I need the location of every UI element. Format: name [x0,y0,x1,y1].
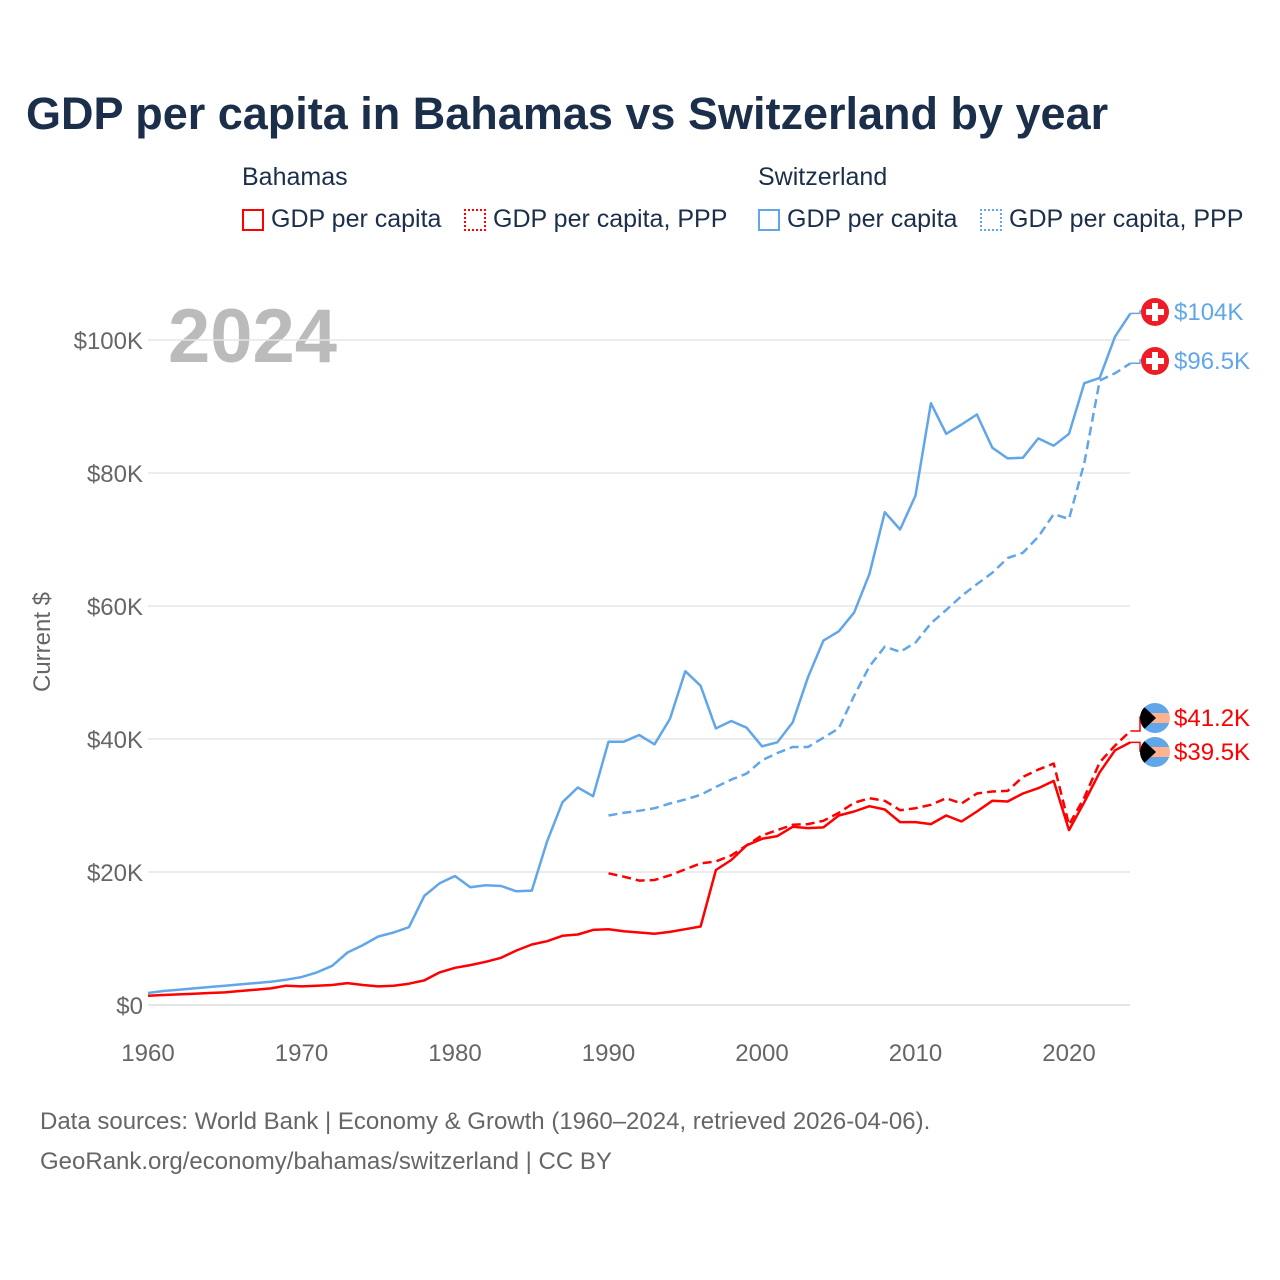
chart-title: GDP per capita in Bahamas vs Switzerland… [26,88,1109,139]
x-tick-label: 1960 [121,1040,174,1067]
legend-label: GDP per capita, PPP [1009,205,1244,233]
x-tick-label: 1970 [275,1040,328,1067]
y-tick-label: $80K [87,461,143,488]
footer-sources: Data sources: World Bank | Economy & Gro… [40,1108,931,1135]
legend-swatch-solid [758,208,780,231]
y-tick-label: $100K [74,328,143,355]
footer-attribution[interactable]: GeoRank.org/economy/bahamas/switzerland … [40,1148,612,1175]
legend-swatch-solid [242,208,264,231]
x-tick-label: 1980 [428,1040,481,1067]
y-tick-label: $60K [87,594,143,621]
flag-triangle [1140,703,1156,733]
series-line-bahamas-gdp [147,741,1131,997]
end-value-label: $41.2K [1174,705,1250,732]
legend-item-bahamas-ppp[interactable]: GDP per capita, PPP [464,205,727,234]
legend-swatch-dotted [464,208,486,231]
series-line-bahamas-ppp [608,730,1132,882]
legend-item-switzerland-ppp[interactable]: GDP per capita, PPP [980,205,1243,234]
y-tick-label: $20K [87,860,143,887]
bahamas-flag-icon [1140,737,1170,767]
flag-triangle [1140,737,1156,767]
legend-group-switzerland: Switzerland [758,163,888,191]
legend-label: GDP per capita [787,205,958,233]
end-value-label: $39.5K [1174,739,1250,766]
series-line-switzerland-gdp [147,312,1132,995]
year-watermark: 2024 [168,294,337,379]
legend-label: GDP per capita [271,205,442,233]
y-tick-label: $0 [116,993,143,1020]
flag-stripe [1140,757,1170,767]
y-tick-label: $40K [87,727,143,754]
x-tick-label: 2000 [735,1040,788,1067]
legend-item-bahamas-gdp[interactable]: GDP per capita [242,205,441,234]
x-tick-label: 2020 [1042,1040,1095,1067]
swiss-flag-cross [1146,309,1164,315]
series-line-switzerland-ppp [608,362,1132,817]
x-tick-label: 2010 [889,1040,942,1067]
flag-stripe [1140,723,1170,733]
bahamas-flag-icon [1140,703,1170,733]
legend-item-switzerland-gdp[interactable]: GDP per capita [758,205,957,234]
legend-label: GDP per capita, PPP [493,205,728,233]
swiss-flag-cross [1146,358,1164,364]
end-value-label: $104K [1174,299,1243,326]
end-value-label: $96.5K [1174,348,1250,375]
y-axis-label: Current $ [29,592,56,692]
flag-stripe [1140,737,1170,747]
legend-group-bahamas: Bahamas [242,163,348,191]
legend-swatch-dotted [980,208,1002,231]
x-tick-label: 1990 [582,1040,635,1067]
flag-stripe [1140,703,1170,713]
